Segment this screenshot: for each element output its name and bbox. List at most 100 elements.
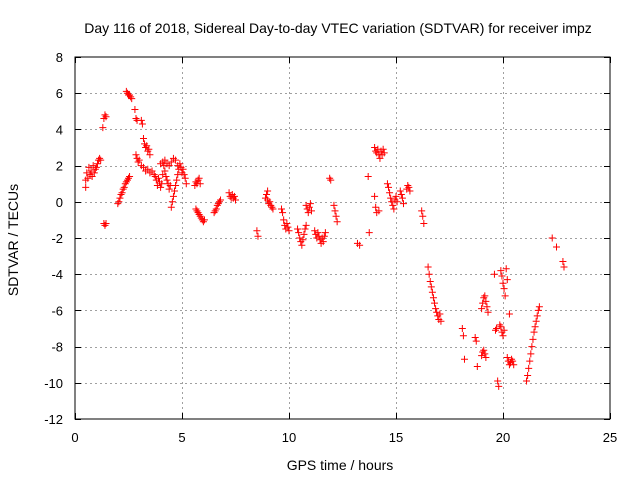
data-point (478, 305, 486, 313)
data-point (406, 187, 414, 195)
data-point (168, 198, 176, 206)
data-point (498, 272, 506, 280)
data-point (379, 145, 387, 153)
data-point (295, 229, 303, 237)
data-point (169, 192, 177, 200)
data-point (182, 180, 190, 188)
data-point (195, 210, 203, 218)
data-point (89, 162, 97, 170)
data-point (458, 325, 466, 332)
data-point (365, 229, 373, 237)
data-point (122, 178, 130, 186)
y-tick-label: -6 (51, 303, 63, 318)
x-tick-label: 5 (178, 430, 185, 445)
data-point (483, 303, 491, 311)
data-point (263, 191, 271, 199)
data-point (431, 299, 439, 307)
data-point (196, 212, 204, 220)
data-point (128, 95, 136, 103)
data-point (225, 189, 233, 197)
data-point (294, 225, 302, 233)
data-point (123, 176, 131, 184)
data-point (83, 169, 91, 177)
data-point (480, 294, 488, 302)
y-tick-label: -8 (51, 340, 63, 355)
grid (75, 57, 610, 419)
data-point (387, 194, 395, 202)
data-point (269, 205, 277, 213)
data-point (525, 364, 533, 372)
data-point (429, 294, 437, 302)
data-point (146, 151, 154, 159)
data-point (90, 169, 98, 177)
data-point (500, 285, 508, 293)
data-point (393, 198, 401, 206)
data-point (101, 221, 109, 229)
data-point (278, 205, 286, 213)
data-point (264, 187, 272, 195)
data-point (120, 183, 128, 191)
data-point (390, 205, 398, 213)
data-point (524, 372, 532, 380)
data-point (192, 205, 200, 213)
data-point (194, 209, 202, 217)
data-point (305, 203, 313, 211)
data-point (330, 201, 338, 209)
data-point (548, 234, 556, 242)
data-point (478, 352, 486, 360)
data-point (114, 200, 122, 208)
data-point (97, 156, 105, 164)
data-point (172, 156, 180, 164)
data-point (371, 144, 379, 151)
y-axis-label: SDTVAR / TECUs (5, 184, 21, 296)
data-point (82, 183, 90, 191)
data-point (459, 332, 467, 340)
data-point (302, 201, 310, 209)
data-point (386, 189, 394, 197)
data-point (301, 225, 309, 233)
data-point (398, 194, 406, 202)
y-tick-label: 8 (56, 50, 63, 65)
data-point (87, 167, 95, 175)
data-point (327, 176, 335, 184)
data-point (167, 158, 175, 166)
data-point (497, 323, 505, 331)
data-point (426, 277, 434, 285)
data-point (180, 171, 188, 179)
data-point (153, 182, 161, 190)
data-point (151, 172, 159, 180)
data-point (167, 203, 175, 211)
data-point (119, 185, 127, 193)
data-point (143, 142, 151, 150)
data-point (99, 124, 107, 132)
data-point (473, 363, 481, 371)
data-point (311, 227, 319, 235)
data-point (135, 156, 143, 164)
data-point (481, 292, 489, 300)
data-point (535, 303, 543, 311)
data-point (321, 229, 329, 237)
data-point (159, 171, 167, 179)
data-point (531, 323, 539, 331)
data-point (101, 111, 109, 119)
data-point (102, 220, 110, 228)
data-point (157, 183, 165, 191)
data-point (162, 172, 170, 180)
data-point (131, 105, 139, 113)
data-point (418, 207, 426, 215)
data-point (405, 183, 413, 191)
data-point (279, 209, 287, 217)
y-tick-label: -12 (44, 412, 63, 427)
data-point (460, 355, 468, 363)
data-point (496, 321, 504, 329)
data-point (527, 350, 535, 358)
x-axis-label: GPS time / hours (287, 457, 394, 473)
data-point (432, 305, 440, 313)
data-point (195, 174, 203, 182)
data-point (320, 232, 328, 240)
data-point (210, 209, 218, 217)
data-point (333, 218, 341, 226)
data-point (425, 270, 433, 278)
data-point (526, 357, 534, 365)
